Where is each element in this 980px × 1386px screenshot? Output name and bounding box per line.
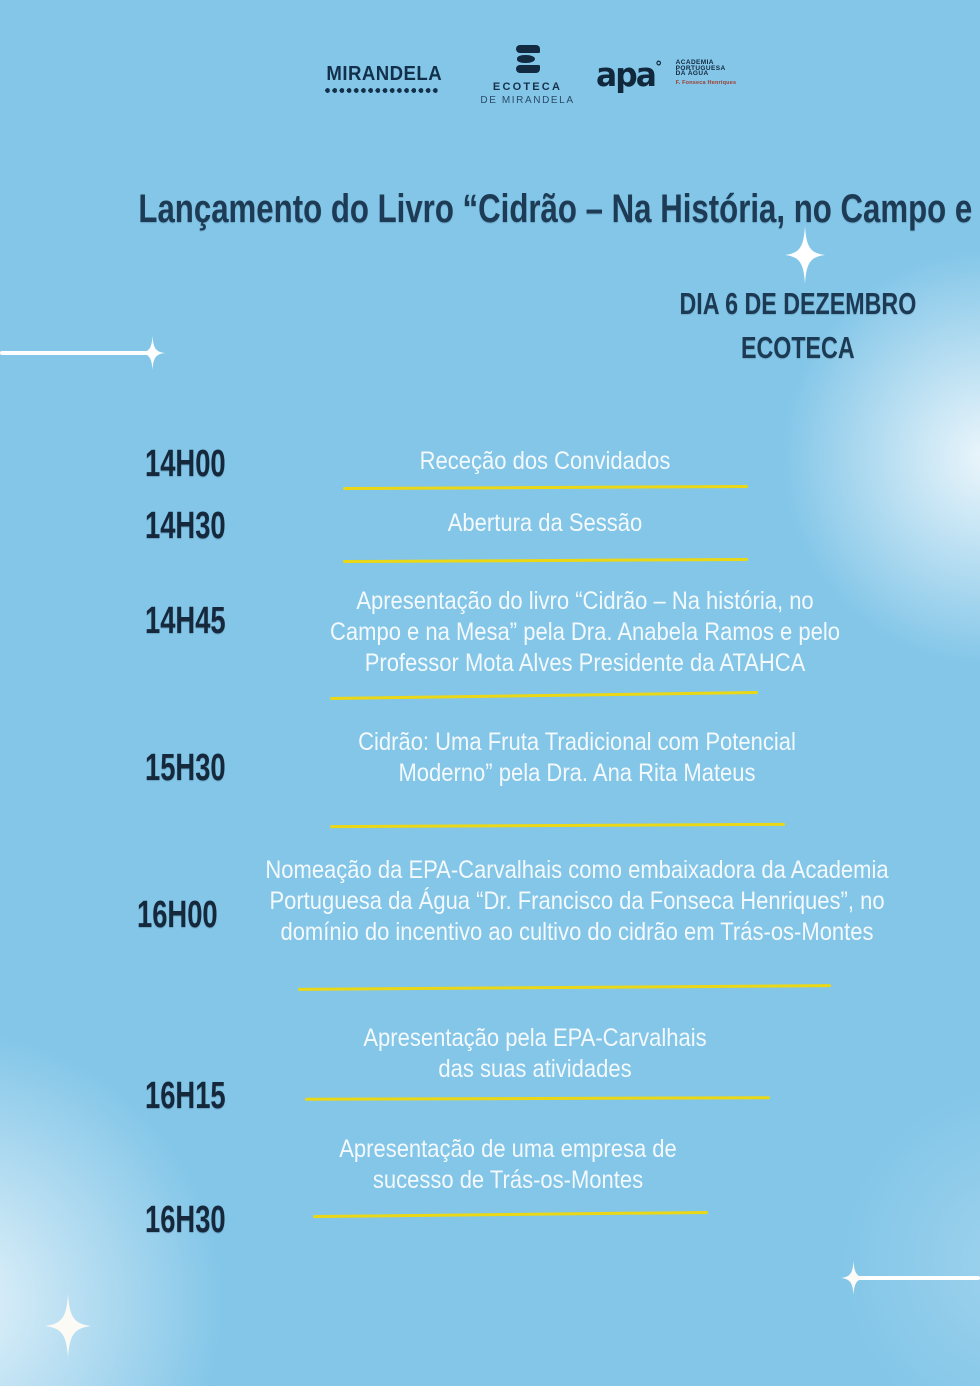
schedule-description: Nomeação da EPA-Carvalhais como embaixad…: [265, 856, 889, 946]
apa-wordmark: apa°: [596, 55, 663, 94]
left-line-decoration: [0, 351, 151, 355]
ecoteca-logo: ECOTECA DE MIRANDELA: [455, 45, 600, 106]
schedule-time: 15H30: [145, 747, 226, 789]
sparkle-icon: [785, 226, 825, 284]
schedule-description: Abertura da Sessão: [447, 509, 643, 537]
schedule-underline: [329, 822, 786, 829]
ecoteca-e-icon: [515, 45, 541, 75]
sparkle-icon: [841, 1261, 866, 1295]
apa-org-name: ACADEMIA PORTUGUESA DA ÁGUA F. Fonseca H…: [676, 60, 737, 86]
mirandela-logo: MIRANDELA: [322, 63, 443, 94]
page-title: Lançamento do Livro “Cidrão – Na Históri…: [138, 187, 980, 231]
schedule-time: 14H45: [145, 600, 226, 642]
apa-org-line: DA ÁGUA: [675, 70, 709, 77]
apa-org-subtitle: F. Fonseca Henriques: [675, 79, 737, 86]
schedule-description: Apresentação do livro “Cidrão – Na histó…: [330, 587, 840, 677]
ecoteca-subtitle: DE MIRANDELA: [480, 95, 575, 106]
apa-logo: apa° ACADEMIA PORTUGUESA DA ÁGUA F. Fons…: [596, 52, 737, 94]
schedule-description: Apresentação pela EPA-Carvalhais das sua…: [363, 1024, 707, 1083]
schedule-underline: [312, 1210, 709, 1219]
schedule-underline: [342, 484, 749, 491]
event-date: DIA 6 DE DEZEMBRO: [679, 286, 917, 321]
apa-org-line: ACADEMIA: [675, 59, 714, 66]
schedule-time: 14H30: [145, 505, 226, 547]
schedule-description: Receção dos Convidados: [419, 447, 671, 475]
mirandela-dots-icon: [324, 87, 438, 94]
schedule-time: 16H30: [145, 1199, 226, 1241]
schedule-description: Apresentação de uma empresa de sucesso d…: [339, 1135, 677, 1194]
right-line-decoration: [854, 1276, 980, 1280]
schedule-underline: [297, 984, 832, 991]
schedule-time: 16H00: [137, 894, 218, 936]
sparkle-icon: [140, 336, 165, 370]
event-venue: ECOTECA: [741, 330, 855, 365]
sparkle-icon: [45, 1294, 91, 1358]
mirandela-wordmark: MIRANDELA: [326, 63, 443, 85]
schedule-underline: [329, 691, 759, 700]
schedule-underline: [342, 557, 749, 564]
ecoteca-wordmark: ECOTECA: [492, 81, 563, 93]
apa-org-line: PORTUGUESA: [675, 64, 726, 72]
schedule-underline: [304, 1096, 771, 1101]
schedule-description: Cidrão: Uma Fruta Tradicional com Potenc…: [358, 728, 796, 787]
schedule-time: 14H00: [145, 443, 226, 485]
apa-degree-icon: °: [655, 58, 663, 76]
schedule-time: 16H15: [145, 1075, 226, 1117]
event-info: DIA 6 DE DEZEMBRO ECOTECA: [618, 282, 978, 370]
